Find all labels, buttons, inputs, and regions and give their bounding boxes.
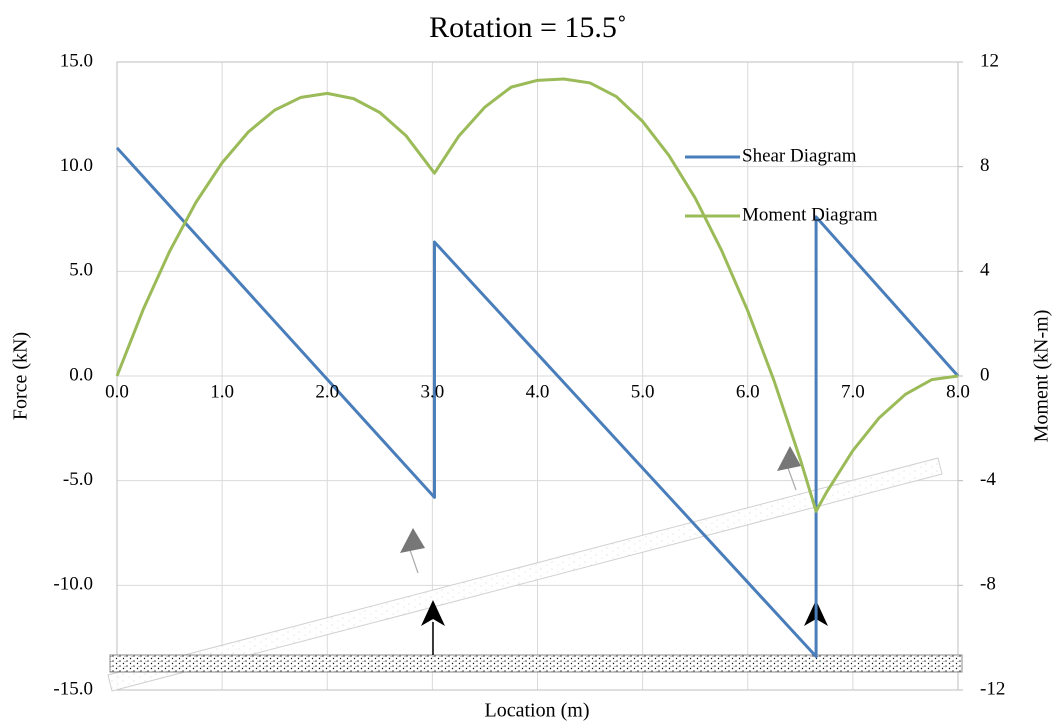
- y2-tick-label: -4: [980, 469, 996, 490]
- y-axis-title: Force (kN): [10, 332, 32, 420]
- y-tick-label: 5.0: [69, 260, 93, 281]
- y2-axis-title: Moment (kN-m): [1031, 310, 1053, 443]
- y-tick-label: 15.0: [60, 50, 93, 71]
- chart-title: Rotation = 15.5˚: [429, 11, 627, 44]
- x-tick-label: 1.0: [210, 381, 234, 402]
- y-tick-label: -5.0: [63, 469, 93, 490]
- legend-label: Moment Diagram: [742, 204, 878, 225]
- x-tick-label: 3.0: [421, 381, 445, 402]
- x-tick-label: 6.0: [736, 381, 760, 402]
- series-line: [115, 146, 960, 659]
- x-tick-label: 2.0: [315, 381, 339, 402]
- x-tick-label: 8.0: [946, 381, 970, 402]
- y-tick-label: 10.0: [60, 155, 93, 176]
- y2-tick-label: 4: [980, 260, 990, 281]
- beam-illustration: [107, 446, 963, 692]
- legend-label: Shear Diagram: [742, 145, 857, 166]
- x-tick-label: 0.0: [105, 381, 129, 402]
- y2-tick-label: 0: [980, 364, 990, 385]
- y-tick-label: -15.0: [53, 678, 93, 699]
- y2-tick-label: -8: [980, 574, 996, 595]
- x-tick-label: 4.0: [526, 381, 550, 402]
- series-line: [115, 77, 959, 513]
- y2-tick-label: -12: [980, 678, 1005, 699]
- plot: [115, 77, 960, 659]
- y-tick-label: 0.0: [69, 364, 93, 385]
- y2-tick-label: 8: [980, 155, 990, 176]
- x-axis-title: Location (m): [485, 700, 590, 722]
- y2-tick-label: 12: [980, 50, 999, 71]
- x-tick-label: 7.0: [841, 381, 865, 402]
- y-tick-label: -10.0: [53, 574, 93, 595]
- x-tick-label: 5.0: [631, 381, 655, 402]
